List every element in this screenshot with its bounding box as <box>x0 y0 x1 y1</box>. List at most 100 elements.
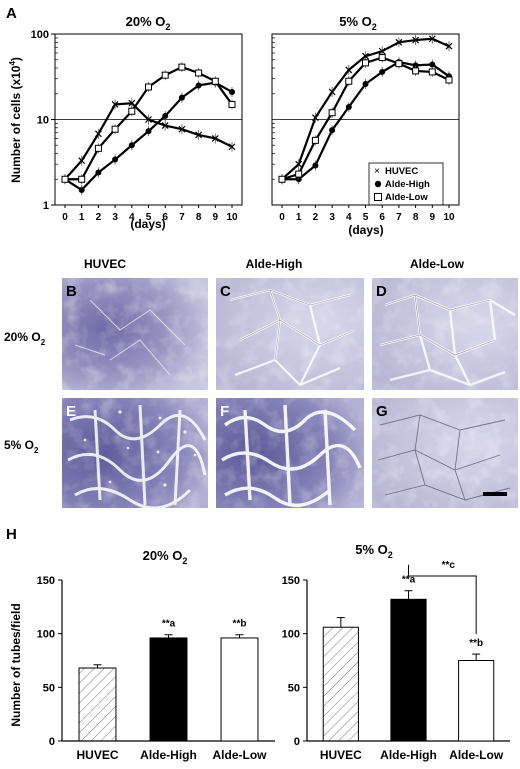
data-point-huvec <box>445 42 453 50</box>
x-tick-label: 2 <box>313 212 319 223</box>
legend-label-alde-low: Alde-Low <box>385 192 428 203</box>
data-point-huvec <box>195 131 203 139</box>
x-tick-label: 9 <box>213 212 219 223</box>
category-label: HUVEC <box>76 748 118 762</box>
series-line-alde-low <box>281 56 450 181</box>
data-point-alde-low <box>195 69 203 77</box>
bracket-label: **c <box>442 560 456 571</box>
data-point-huvec <box>178 125 186 133</box>
legend-marker-alde-low <box>374 193 382 201</box>
legend-marker-huvec: × <box>374 166 380 177</box>
data-point-alde-low <box>362 59 369 67</box>
x-tick-label: 6 <box>379 212 385 223</box>
data-point-alde-high <box>312 162 319 169</box>
legend: × HUVEC Alde-High Alde-Low <box>368 162 444 206</box>
data-point-alde-high <box>429 61 436 68</box>
data-point-alde-high <box>345 104 352 111</box>
x-tick-label: 4 <box>346 212 352 223</box>
data-point-huvec <box>128 99 136 107</box>
data-point-alde-high <box>229 88 235 95</box>
x-tick-label: 10 <box>226 212 238 223</box>
data-point-huvec <box>211 135 219 142</box>
data-point-alde-low <box>295 170 303 178</box>
data-point-alde-low <box>278 175 286 183</box>
col-label-alde-high: Alde-High <box>246 257 303 271</box>
data-point-huvec <box>428 35 436 43</box>
micrograph-letter: E <box>66 403 76 420</box>
data-point-huvec <box>395 38 403 46</box>
panel-label-a: A <box>6 5 17 22</box>
legend-label-huvec: HUVEC <box>385 166 418 177</box>
significance-label: **a <box>162 619 176 630</box>
category-label: Alde-Low <box>213 748 268 762</box>
bar-alde-low <box>220 637 259 742</box>
y-tick-label: 100 <box>37 629 55 641</box>
chart-title: 20% O2 <box>143 548 188 566</box>
x-tick-label: 3 <box>112 212 118 223</box>
x-tick-label: 8 <box>413 212 419 223</box>
x-tick-label: 2 <box>96 212 102 223</box>
x-tick-label: 5 <box>363 212 369 223</box>
category-label: HUVEC <box>320 748 362 762</box>
x-tick-label: 9 <box>430 212 436 223</box>
scale-bar <box>483 492 507 496</box>
chart-title: 5% O2 <box>339 14 377 32</box>
data-point-huvec <box>345 66 353 74</box>
x-tick-label: 8 <box>196 212 202 223</box>
x-tick-label: 0 <box>279 212 285 223</box>
micrograph-b: B <box>62 278 208 390</box>
data-point-alde-low <box>61 175 69 183</box>
y-tick-label: 1 <box>43 200 49 212</box>
data-point-alde-high <box>295 176 302 183</box>
micrograph-d: D <box>372 278 518 390</box>
data-point-alde-high <box>379 68 386 75</box>
x-tick-label: 3 <box>329 212 335 223</box>
chart-title: 5% O2 <box>355 542 393 560</box>
tube-chart-20pct: 20% O2 Number of tubes/field 0 50 100 150 HU… <box>9 548 275 762</box>
data-point-alde-high <box>95 169 102 176</box>
micrograph-letter: G <box>376 403 388 420</box>
x-tick-label: 6 <box>162 212 168 223</box>
data-point-alde-high <box>195 82 202 89</box>
data-point-huvec <box>328 88 336 96</box>
data-point-alde-low <box>94 144 102 152</box>
micrograph-c: C <box>216 278 364 390</box>
y-axis-label: Number of cells (x104) <box>8 57 23 183</box>
legend-marker-alde-high <box>374 180 382 188</box>
data-point-alde-low <box>412 67 420 75</box>
category-label: Alde-High <box>380 748 437 762</box>
data-point-alde-high <box>178 94 185 101</box>
col-label-alde-low: Alde-Low <box>410 257 465 271</box>
micrograph-letter: D <box>376 283 387 300</box>
y-tick-label: 100 <box>282 629 300 641</box>
category-label: Alde-Low <box>449 748 504 762</box>
col-label-huvec: HUVEC <box>84 257 126 271</box>
category-label: Alde-High <box>140 748 197 762</box>
bar-huvec <box>322 626 359 742</box>
data-point-alde-low <box>111 125 119 133</box>
data-point-huvec <box>161 122 169 129</box>
y-tick-label: 0 <box>49 736 55 748</box>
x-tick-label: 7 <box>179 212 185 223</box>
data-point-huvec <box>412 36 420 44</box>
data-point-alde-low <box>211 77 219 85</box>
data-point-alde-low <box>145 83 152 91</box>
growth-chart-5pct: 5% O2 (days) × HUVEC Alde-High Alde-Low … <box>271 14 460 237</box>
y-tick-label: 100 <box>31 29 49 41</box>
data-point-alde-high <box>145 128 152 135</box>
tube-chart-5pct: 5% O2 0 50 100 150 HUVEC **a Alde-High **b Alde-… <box>282 542 510 762</box>
y-tick-label: 0 <box>294 736 300 748</box>
bar-huvec <box>78 667 117 742</box>
x-axis-label: (days) <box>348 223 383 237</box>
data-point-alde-high <box>329 127 336 134</box>
significance-label: **b <box>233 619 247 630</box>
data-point-alde-low <box>328 109 336 117</box>
micrograph-g: G <box>372 398 518 508</box>
data-point-alde-high <box>362 81 369 88</box>
y-tick-label: 150 <box>282 575 300 587</box>
data-point-alde-high <box>112 156 119 163</box>
data-point-huvec <box>145 116 152 123</box>
x-tick-label: 4 <box>129 212 135 223</box>
